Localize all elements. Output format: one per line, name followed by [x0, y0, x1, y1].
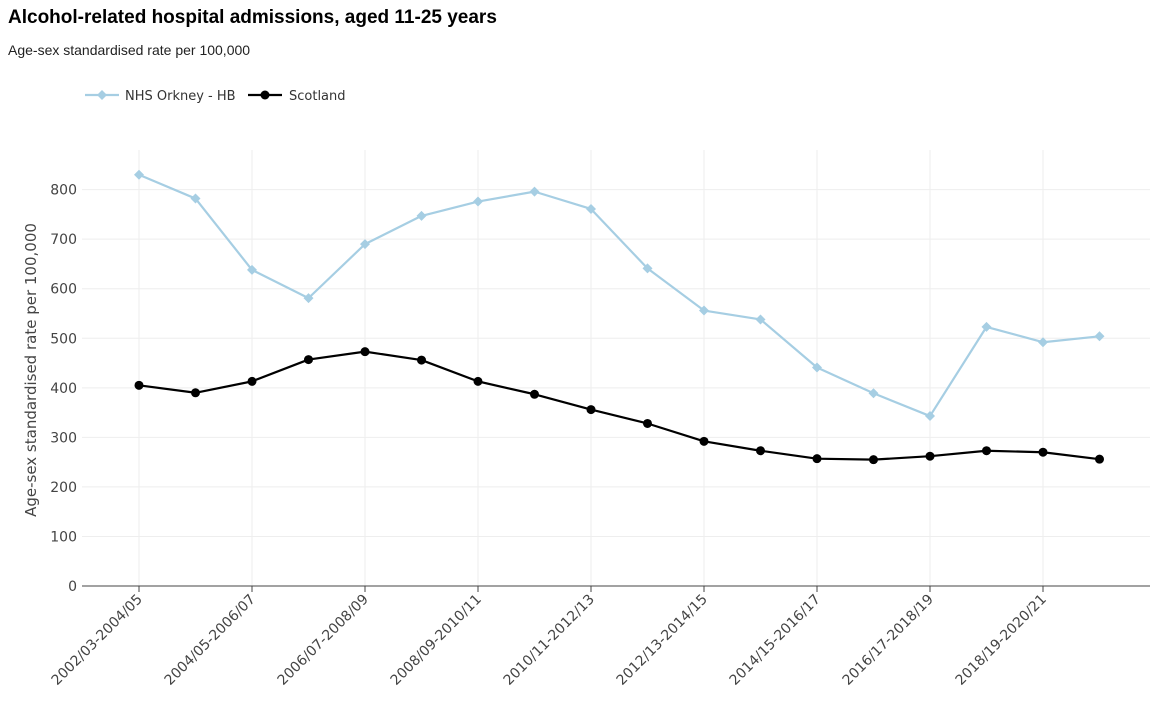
- data-point-scotland: [530, 389, 539, 399]
- data-point-scotland: [360, 347, 370, 357]
- data-point-scotland: [1095, 454, 1104, 464]
- data-point-scotland: [756, 446, 765, 456]
- chart-subtitle: Age-sex standardised rate per 100,000: [8, 42, 251, 58]
- legend-marker-orkney: [97, 90, 107, 100]
- x-tick-label: 2014/15-2016/17: [727, 592, 824, 689]
- data-point-scotland: [1038, 447, 1048, 457]
- data-point-orkney: [925, 411, 935, 422]
- data-point-scotland: [925, 451, 935, 461]
- y-tick-label: 600: [50, 282, 77, 298]
- data-point-orkney: [868, 388, 879, 399]
- data-point-scotland: [417, 355, 426, 365]
- data-point-orkney: [303, 293, 314, 304]
- data-point-orkney: [642, 263, 653, 274]
- y-tick-label: 100: [50, 529, 77, 545]
- series-markers: [134, 169, 1105, 465]
- data-point-orkney: [190, 193, 201, 204]
- legend: NHS Orkney - HB Scotland: [85, 89, 346, 104]
- data-point-scotland: [473, 376, 483, 386]
- series-lines: [138, 173, 1100, 461]
- data-point-orkney: [134, 169, 144, 180]
- y-axis: 0 100 200 300 400 500 600 700 800: [50, 183, 77, 595]
- data-point-scotland: [191, 388, 200, 398]
- data-point-scotland: [134, 380, 144, 390]
- series-line-scotland: [138, 350, 1100, 461]
- y-tick-label: 700: [50, 232, 77, 248]
- chart-title: Alcohol-related hospital admissions, age…: [8, 7, 497, 28]
- x-tick-label: 2004/05-2006/07: [162, 592, 259, 689]
- x-tick-label: 2010/11-2012/13: [501, 592, 598, 689]
- data-point-scotland: [869, 455, 878, 465]
- y-axis-title: Age-sex standardised rate per 100,000: [22, 223, 40, 517]
- data-point-orkney: [1094, 331, 1105, 342]
- x-tick-label: 2002/03-2004/05: [49, 592, 146, 689]
- y-tick-label: 400: [50, 381, 77, 397]
- series-line-orkney: [138, 173, 1100, 418]
- data-point-orkney: [473, 196, 483, 207]
- data-point-scotland: [699, 436, 709, 446]
- y-tick-label: 500: [50, 331, 77, 347]
- data-point-orkney: [586, 203, 596, 214]
- data-point-scotland: [304, 355, 313, 365]
- x-tick-label: 2006/07-2008/09: [275, 592, 372, 689]
- data-point-orkney: [416, 210, 427, 221]
- data-point-scotland: [247, 376, 257, 386]
- legend-label-scotland: Scotland: [289, 89, 346, 104]
- x-tick-label: 2008/09-2010/11: [388, 592, 485, 689]
- data-point-orkney: [360, 239, 370, 250]
- x-tick-label: 2018/19-2020/21: [953, 592, 1050, 689]
- data-point-orkney: [812, 362, 822, 373]
- gridlines: [82, 150, 1150, 586]
- legend-marker-scotland: [260, 90, 270, 100]
- data-point-scotland: [982, 446, 991, 456]
- data-point-scotland: [643, 418, 652, 428]
- legend-label-orkney: NHS Orkney - HB: [125, 89, 236, 104]
- y-tick-label: 800: [50, 183, 77, 199]
- data-point-orkney: [247, 264, 257, 275]
- x-axis: 2002/03-2004/05 2004/05-2006/07 2006/07-20…: [49, 585, 1150, 689]
- y-tick-label: 300: [50, 430, 77, 446]
- y-tick-label: 200: [50, 480, 77, 496]
- data-point-orkney: [981, 321, 992, 332]
- data-point-orkney: [1038, 337, 1048, 348]
- data-point-orkney: [529, 186, 540, 197]
- data-point-scotland: [586, 405, 596, 415]
- data-point-scotland: [812, 454, 822, 464]
- data-point-orkney: [699, 305, 709, 316]
- x-tick-label: 2016/17-2018/19: [840, 592, 937, 689]
- x-tick-label: 2012/13-2014/15: [614, 592, 711, 689]
- y-tick-label: 0: [68, 579, 77, 595]
- data-point-orkney: [755, 314, 766, 325]
